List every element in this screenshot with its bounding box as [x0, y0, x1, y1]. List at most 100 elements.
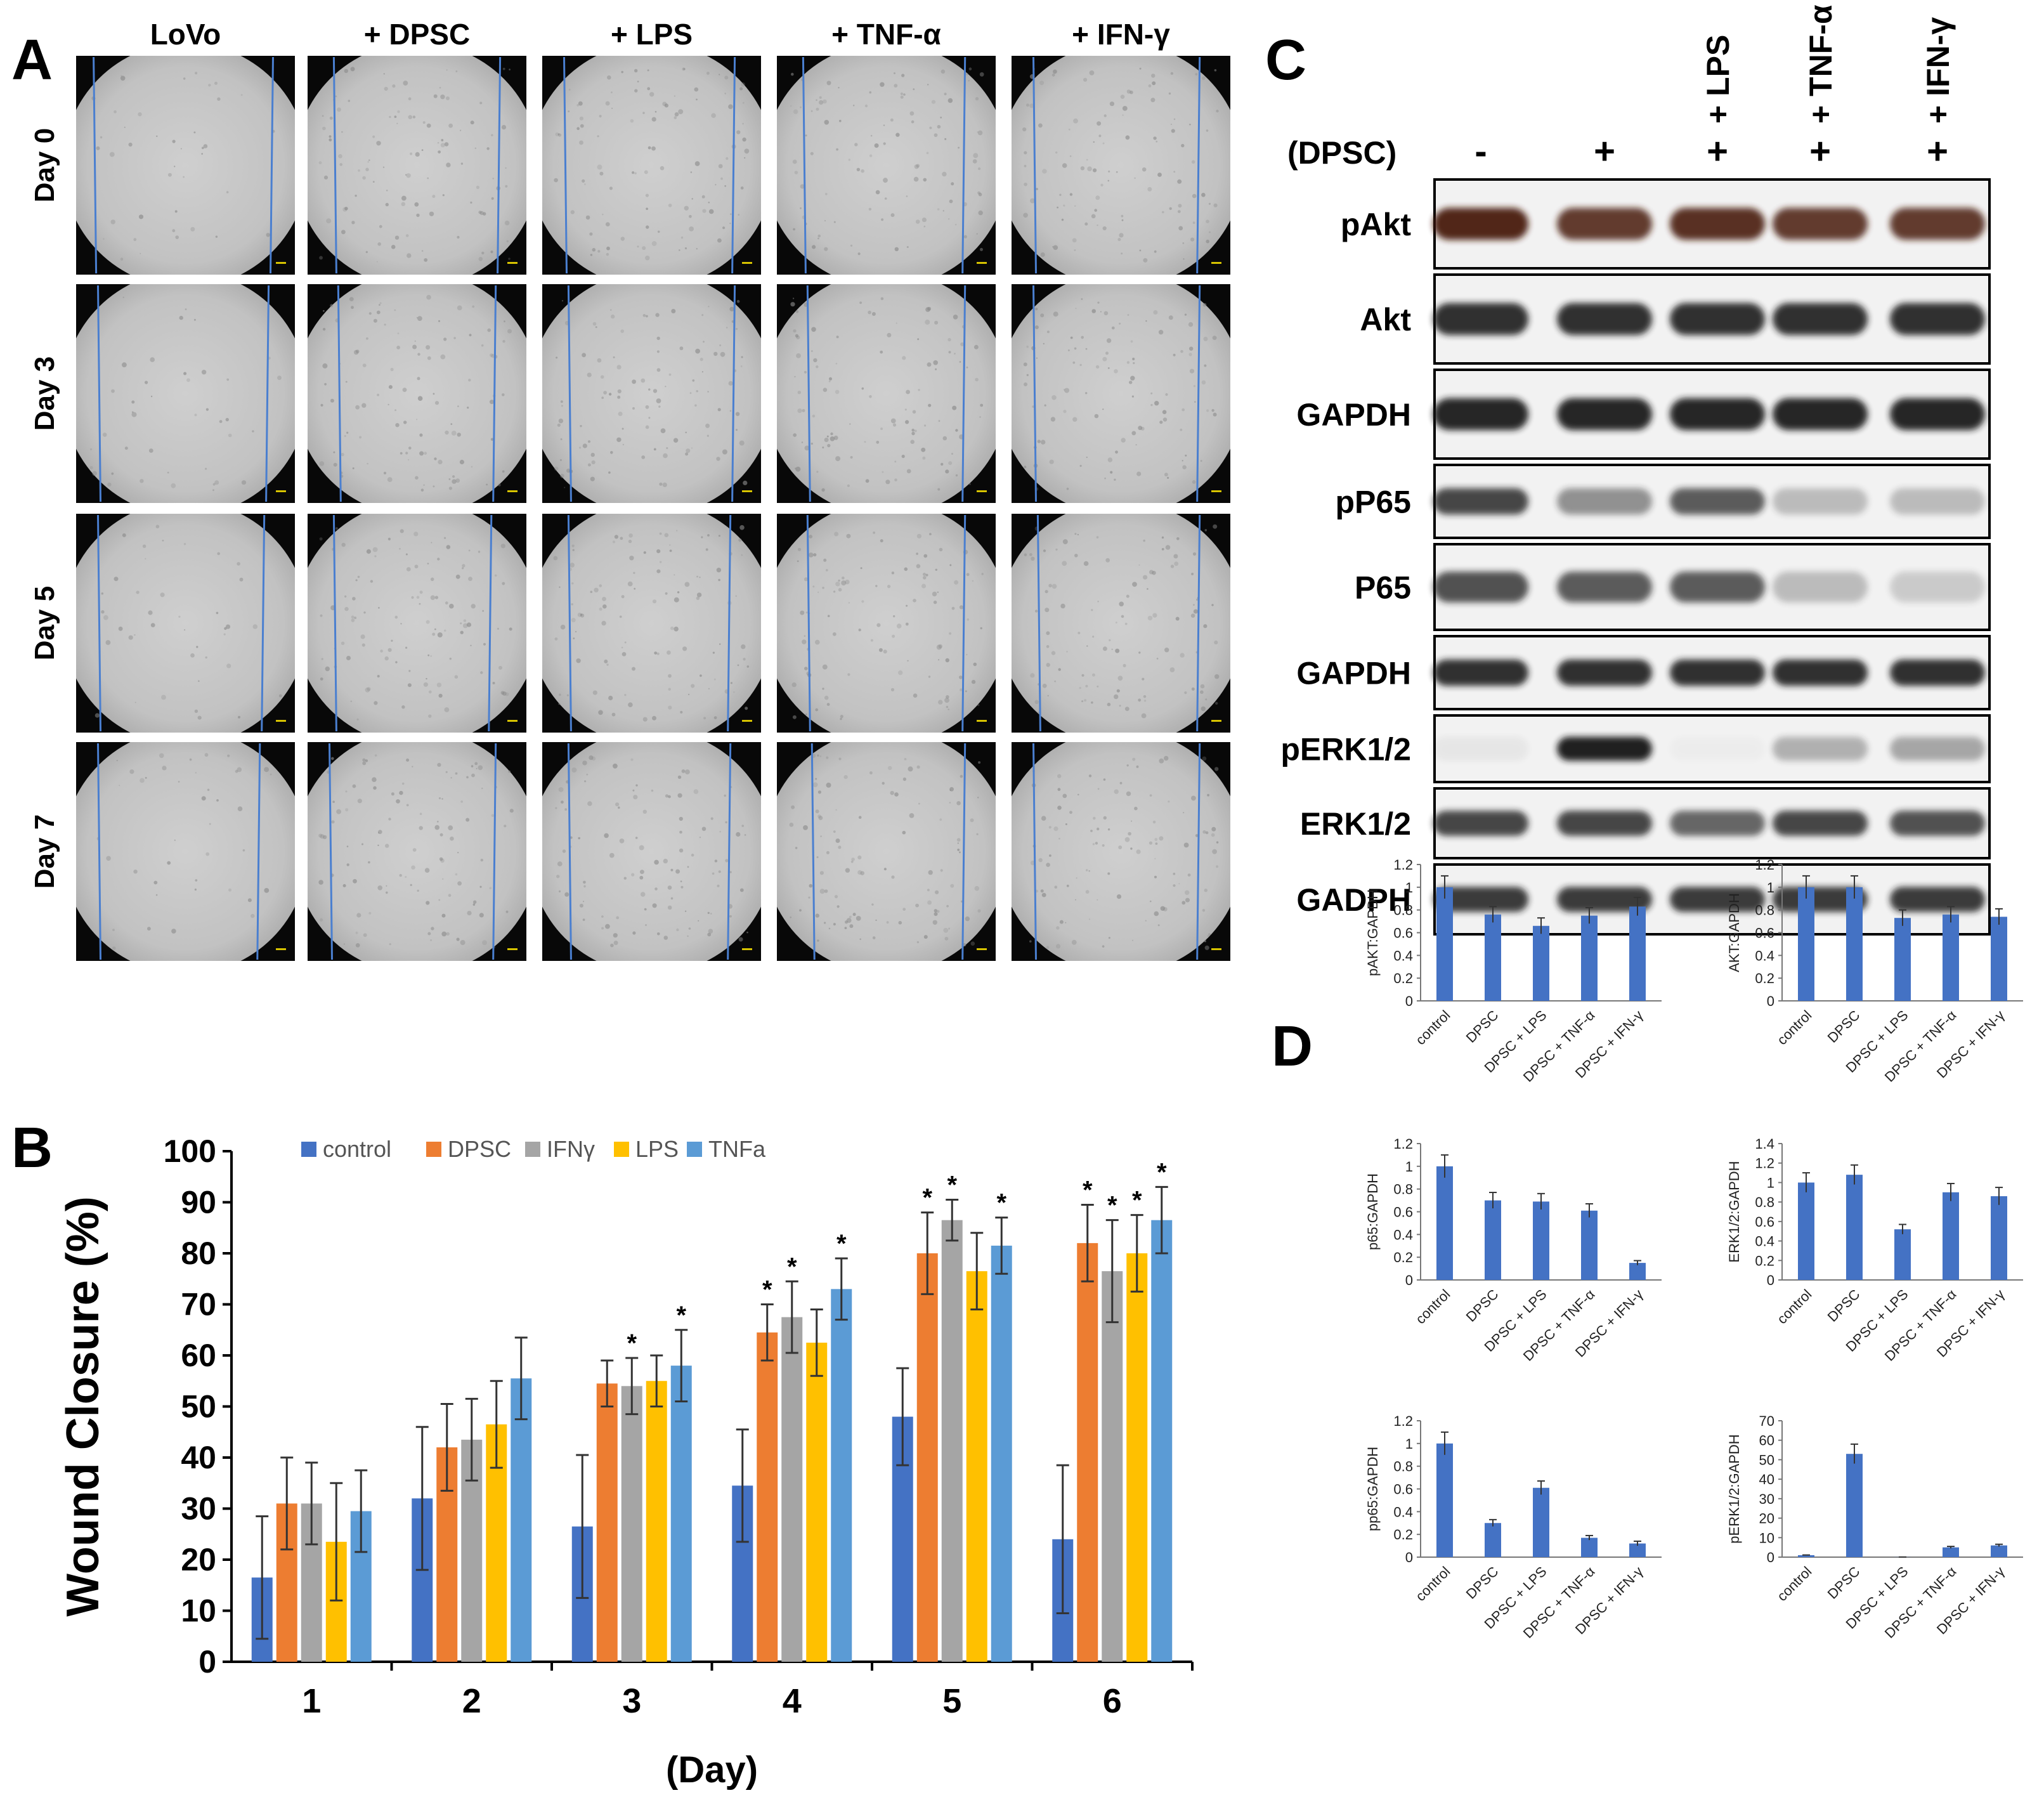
wound-edge-line [1032, 285, 1037, 502]
scale-bar [276, 262, 286, 264]
cell-texture [789, 753, 981, 947]
blot-label: ERK1/2 [1300, 806, 1411, 842]
bar [1581, 915, 1598, 1001]
y-tick-label: 0.4 [1393, 948, 1413, 963]
y-tick-label: 60 [1759, 1433, 1774, 1449]
x-tick-label: control [1412, 1007, 1453, 1048]
x-tick-label: DPSC [1463, 1563, 1502, 1602]
legend-swatch [687, 1142, 702, 1157]
blot-band [1773, 659, 1868, 686]
blot-band [1433, 398, 1528, 431]
x-tick-label: DPSC [1825, 1286, 1863, 1325]
x-tick-label: control [1774, 1007, 1814, 1048]
wound-edge-line [1032, 743, 1037, 960]
micrograph [1012, 742, 1230, 961]
wound-edge-line [492, 743, 497, 960]
y-tick-label: 0.2 [1393, 970, 1413, 986]
significance-mark: * [1107, 1192, 1117, 1220]
scale-bar [1211, 948, 1221, 950]
cell-texture [89, 296, 282, 492]
blot-band [1433, 736, 1528, 761]
x-tick-label: 3 [622, 1682, 641, 1720]
micrograph [542, 284, 761, 503]
y-tick-label: 0 [1767, 1272, 1774, 1288]
wound-edge-line [961, 56, 967, 274]
cell-texture [555, 755, 748, 948]
panel-a: A LoVo + DPSC + LPS + TNF-α + IFN-γ Day 0 Day… [11, 18, 1230, 961]
cell-texture [94, 525, 282, 720]
bar [1943, 1547, 1959, 1557]
wound-edge-line [332, 56, 337, 274]
y-tick-label: 0.4 [1755, 1234, 1774, 1250]
blot-band [1433, 659, 1528, 686]
y-tick-label: 0.8 [1755, 1194, 1774, 1210]
micrograph [777, 56, 996, 275]
cell-texture [1023, 298, 1217, 491]
bar [1943, 1192, 1959, 1280]
dish-field [777, 742, 996, 961]
wound-edge-line [97, 743, 101, 960]
significance-mark: * [762, 1276, 772, 1304]
y-axis-label: pAKT:GAPDH [1365, 889, 1381, 976]
x-tick-label: control [1412, 1286, 1453, 1327]
dish-field [542, 514, 761, 733]
bar [1798, 1555, 1814, 1557]
row-label: Day 0 [29, 128, 60, 202]
wound-edge-line [1032, 56, 1037, 274]
blot-band [1773, 207, 1868, 240]
bar [1533, 1487, 1549, 1557]
blot-label: pAkt [1341, 207, 1411, 242]
blot-band [1670, 811, 1765, 836]
column-header: + LPS [611, 18, 693, 51]
y-tick-label: 1.4 [1755, 1136, 1774, 1152]
blot-band [1433, 303, 1528, 336]
bar [1436, 887, 1453, 1001]
wound-edge-line [1196, 285, 1201, 502]
blot-row: pERK1/2 [1280, 714, 1991, 783]
bar-TNFa [670, 1366, 692, 1662]
y-tick-label: 1 [1405, 880, 1413, 896]
y-tick-label: 1 [1405, 1159, 1413, 1175]
cell-texture [553, 525, 750, 722]
blot-band [1773, 398, 1868, 431]
bar-TNFa [831, 1289, 852, 1662]
blot-band [1557, 571, 1652, 603]
micrograph [1012, 56, 1230, 275]
bar [1991, 917, 2007, 1001]
bar [1629, 906, 1646, 1001]
bar [1485, 1200, 1501, 1280]
cell-texture [1022, 67, 1219, 263]
y-tick-label: 60 [181, 1338, 216, 1373]
blot-band [1557, 659, 1652, 686]
wound-edge-line [727, 514, 732, 732]
bar [1629, 1263, 1646, 1280]
micrograph [777, 284, 996, 503]
lane-sign: + [1927, 131, 1948, 172]
x-tick-label: 6 [1103, 1682, 1122, 1720]
blot-band [1773, 811, 1868, 836]
blot-label: Akt [1360, 302, 1411, 337]
lane-sign: + [1594, 131, 1615, 172]
wound-edge-line [1196, 56, 1201, 274]
blot-row: Akt [1360, 273, 1991, 365]
y-tick-label: 0.8 [1393, 903, 1413, 918]
cell-texture [554, 67, 750, 261]
micrograph [777, 514, 996, 733]
x-tick-label: DPSC [1463, 1007, 1502, 1046]
x-tick-label: control [1412, 1563, 1453, 1604]
blot-band [1670, 737, 1765, 761]
dpsc-header: (DPSC) [1287, 135, 1396, 171]
y-tick-label: 0.4 [1393, 1227, 1413, 1243]
blot-band [1890, 736, 1985, 761]
wound-edge-line [802, 56, 807, 274]
scale-bar [507, 490, 518, 492]
bar-TNFa [991, 1245, 1012, 1662]
y-tick-label: 0.2 [1755, 1253, 1774, 1269]
wound-edge-line [563, 56, 568, 274]
bar [1991, 1545, 2007, 1557]
bar [1894, 1229, 1911, 1280]
micrograph [76, 284, 295, 503]
y-tick-label: 70 [1759, 1413, 1774, 1429]
bar [1991, 1196, 2007, 1280]
